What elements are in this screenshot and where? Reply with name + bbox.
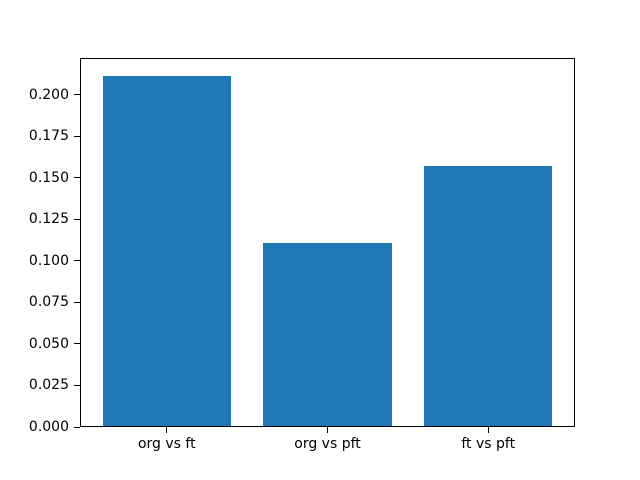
y-tick-mark <box>74 426 80 428</box>
y-tick-label: 0.075 <box>28 294 69 311</box>
y-tick-label: 0.050 <box>28 335 69 352</box>
y-tick-mark <box>74 94 80 96</box>
x-tick-mark <box>487 427 489 433</box>
bar-ft-vs-pft <box>423 166 553 427</box>
plot-area <box>80 58 575 427</box>
x-tick-label: ft vs pft <box>461 436 516 452</box>
y-tick-mark <box>74 343 80 345</box>
bar-org-vs-ft <box>102 76 232 427</box>
x-tick-mark <box>166 427 168 433</box>
y-tick-mark <box>74 135 80 137</box>
x-tick-label: org vs pft <box>294 436 361 452</box>
y-tick-label: 0.200 <box>28 86 69 103</box>
y-tick-label: 0.025 <box>28 377 69 394</box>
y-tick-label: 0.100 <box>28 252 69 269</box>
x-tick-mark <box>327 427 328 433</box>
y-tick-mark <box>74 177 80 179</box>
y-tick-label: 0.175 <box>28 128 69 145</box>
y-tick-mark <box>74 218 80 220</box>
y-tick-mark <box>74 260 80 262</box>
y-tick-label: 0.000 <box>28 419 69 435</box>
x-tick-label: org vs ft <box>137 436 196 452</box>
y-tick-mark <box>74 384 80 386</box>
y-tick-mark <box>74 301 80 303</box>
y-tick-label: 0.150 <box>28 169 69 186</box>
bar-org-vs-pft <box>263 242 392 427</box>
y-tick-label: 0.125 <box>28 211 69 228</box>
